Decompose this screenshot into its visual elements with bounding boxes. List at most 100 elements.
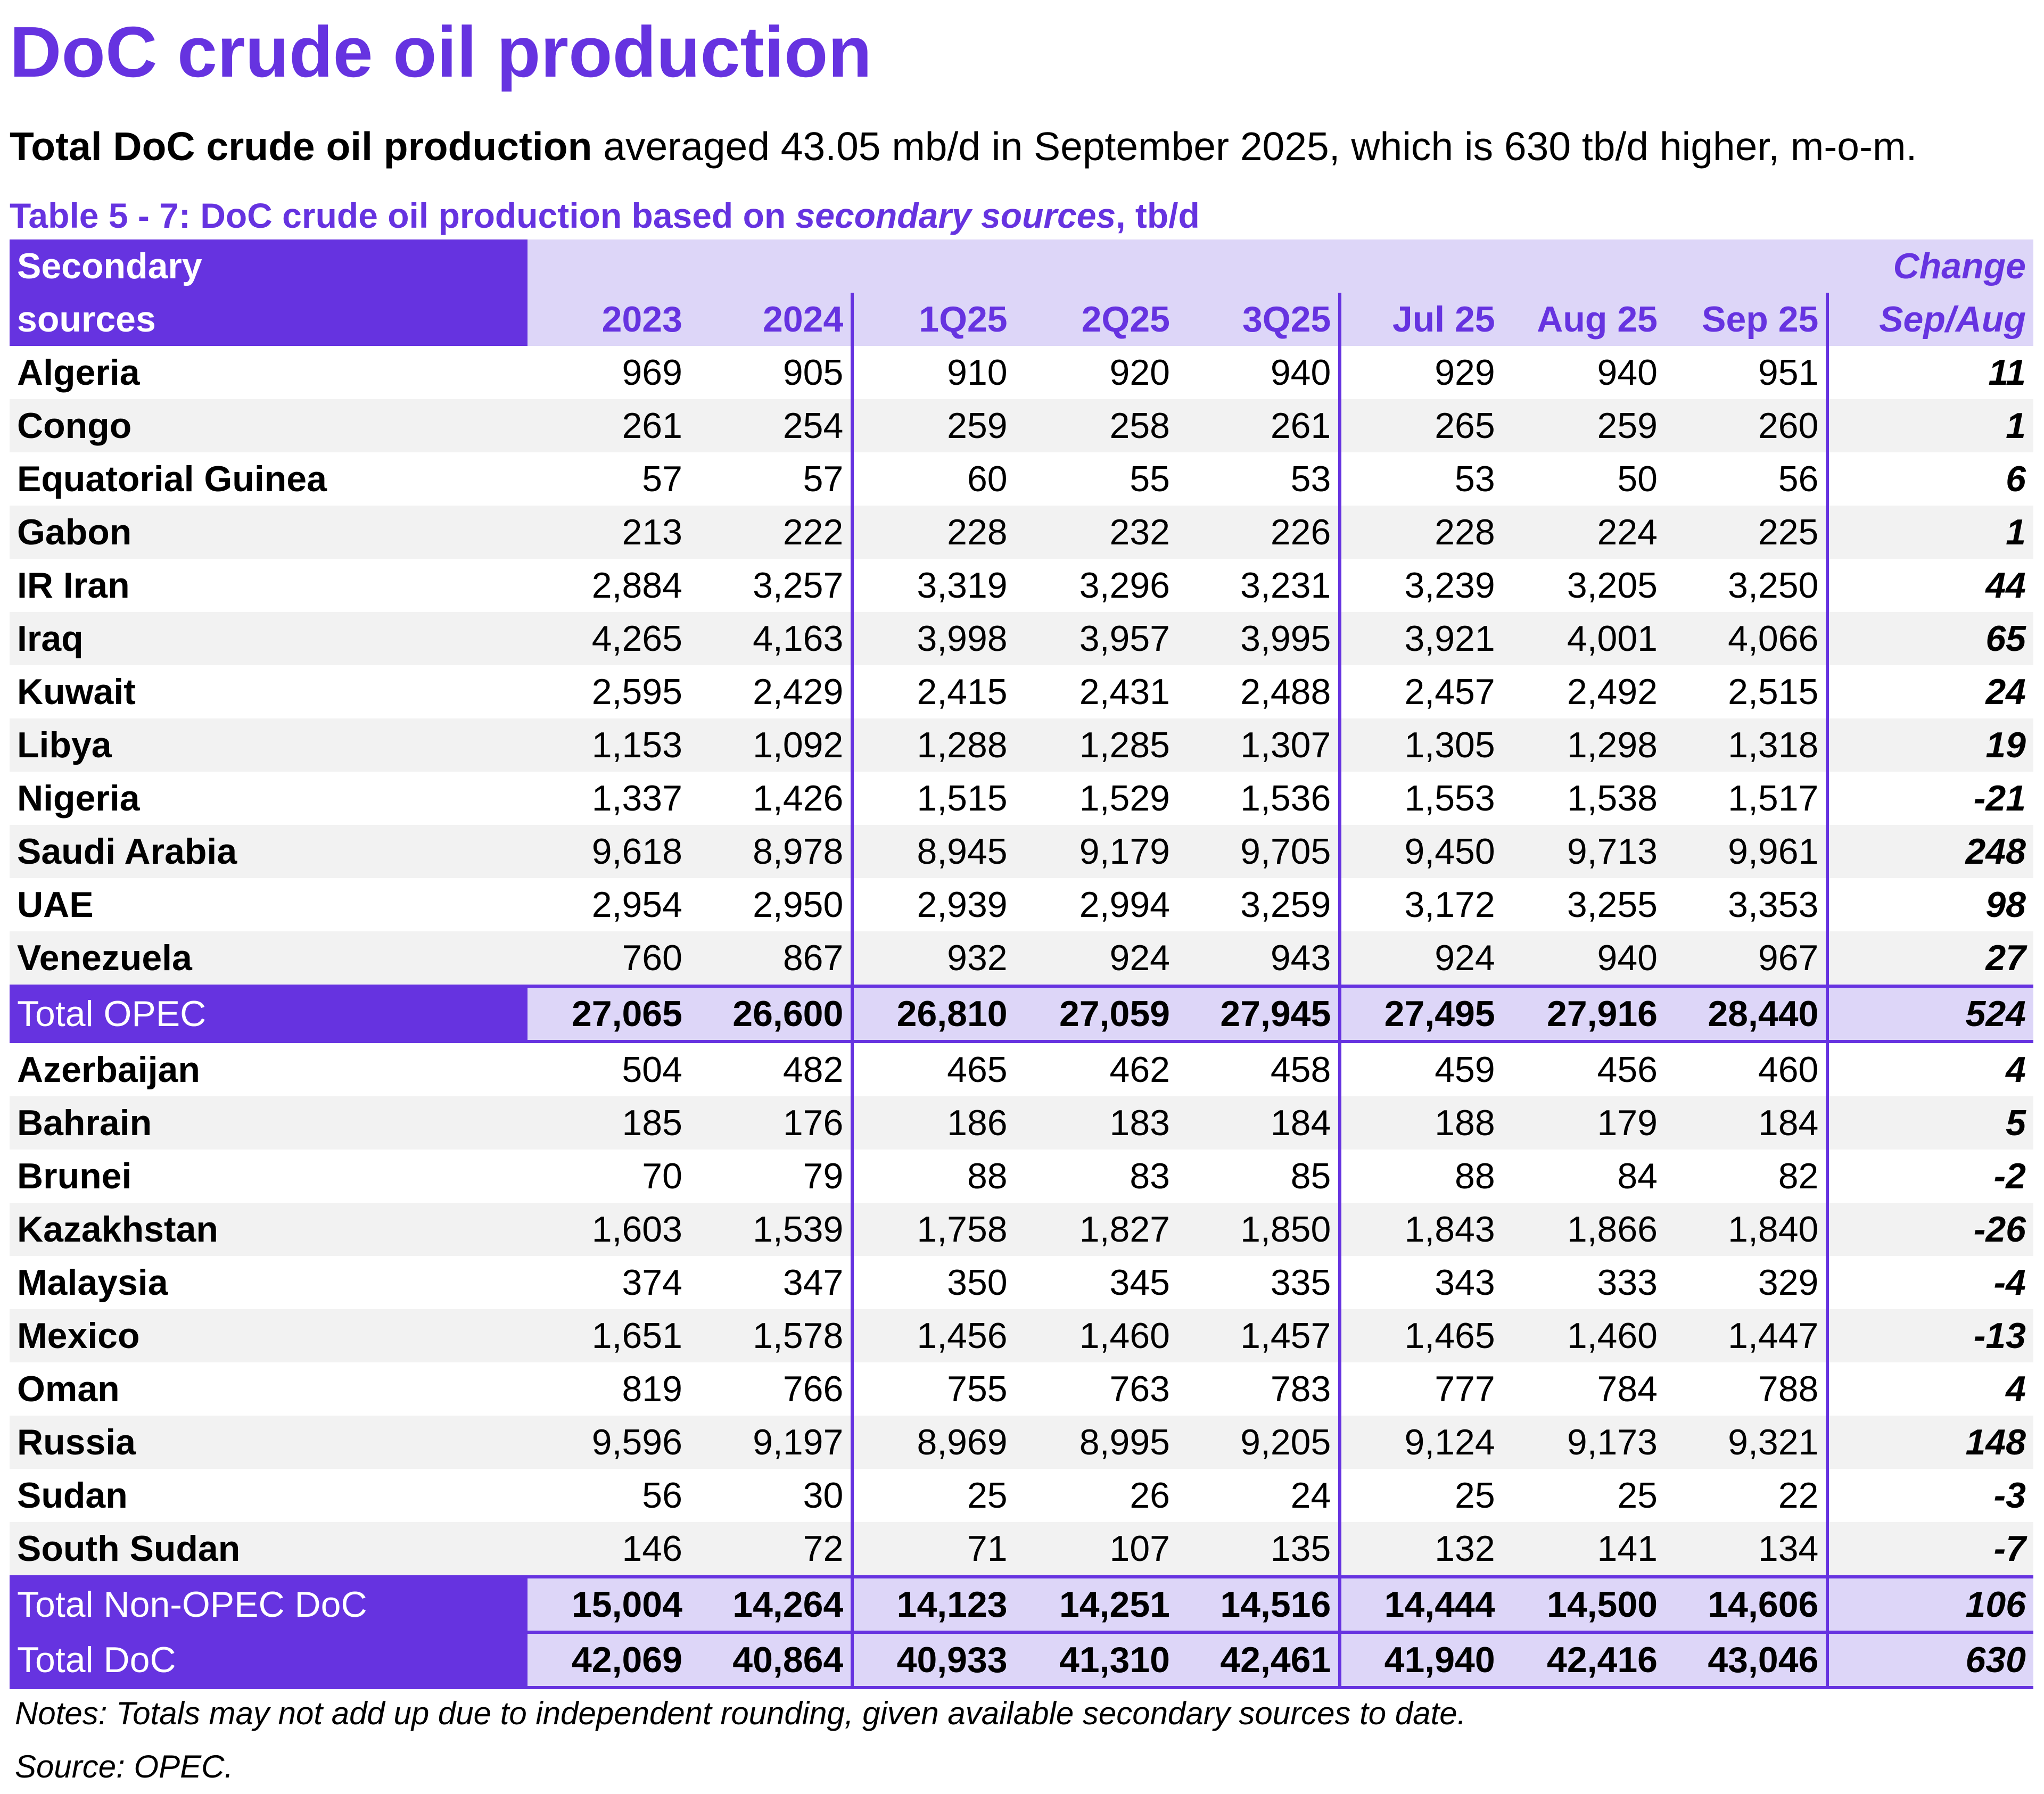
value-cell: 213 [527, 506, 690, 559]
value-cell: 1,515 [917, 778, 1008, 819]
country-name: Algeria [17, 352, 140, 393]
value-cell: 9,596 [527, 1416, 690, 1469]
change-cell: 524 [1827, 985, 2033, 1043]
value-cell: 967 [1665, 931, 1829, 986]
value-cell: 25 [1455, 1475, 1495, 1516]
country-name: IR Iran [17, 565, 130, 606]
value-cell: 9,124 [1340, 1416, 1503, 1469]
value-cell: 9,713 [1502, 825, 1665, 878]
table-row: Equatorial Guinea 57 57 60 55 53 53 50 56 6 [10, 452, 2033, 506]
value-cell: 777 [1435, 1369, 1495, 1409]
value-cell: 504 [622, 1049, 682, 1090]
country-name: Kuwait [17, 672, 136, 712]
value-cell: 70 [642, 1156, 682, 1196]
country-name: South Sudan [10, 1522, 528, 1577]
value-cell: 14,516 [1177, 1575, 1342, 1634]
value-cell: 9,450 [1340, 825, 1503, 878]
table-row: Algeria 969 905 910 920 940 929 940 951 11 [10, 346, 2033, 399]
change-cell: 248 [1827, 825, 2033, 878]
value-cell: 335 [1177, 1256, 1342, 1309]
country-name: Iraq [10, 612, 528, 665]
table-row: Congo 261 254 259 258 261 265 259 260 1 [10, 399, 2033, 452]
value-cell: 26,600 [689, 985, 854, 1043]
value-cell: 1,298 [1502, 718, 1665, 772]
change-cell: 19 [1827, 718, 2033, 772]
table-row: Saudi Arabia 9,618 8,978 8,945 9,179 9,705 9,4… [10, 825, 2033, 878]
value-cell: 258 [1015, 399, 1177, 452]
column-header: Sep 25 [1665, 293, 1829, 346]
value-cell: 3,296 [1079, 565, 1170, 606]
table-row: Venezuela 760 867 932 924 943 924 940 967 27 [10, 931, 2033, 986]
value-cell: 1,536 [1177, 772, 1342, 825]
value-cell: 1,827 [1015, 1203, 1177, 1256]
value-cell: 1,153 [527, 718, 690, 772]
table-caption: Table 5 - 7: DoC crude oil production ba… [10, 192, 1200, 239]
value-cell: 1,850 [1177, 1203, 1342, 1256]
value-cell: 14,444 [1340, 1575, 1503, 1634]
value-cell: 261 [527, 399, 690, 452]
value-cell: 3,205 [1567, 565, 1658, 606]
column-header: Aug 25 [1502, 293, 1665, 346]
value-cell: 222 [689, 506, 854, 559]
value-cell: 910 [947, 352, 1008, 393]
value-cell: 1,538 [1567, 778, 1658, 819]
country-name: Russia [10, 1416, 528, 1469]
value-cell: 57 [642, 459, 682, 499]
value-cell: 1,843 [1340, 1203, 1503, 1256]
header-label-line2: sources [10, 293, 528, 346]
value-cell: 1,840 [1665, 1203, 1829, 1256]
value-cell: 42,461 [1177, 1631, 1342, 1689]
value-cell: 465 [947, 1049, 1008, 1090]
table-source: Source: OPEC. [15, 1749, 234, 1784]
change-cell: 44 [1985, 565, 2026, 606]
table-row: IR Iran 2,884 3,257 3,319 3,296 3,231 3,239 3,2… [10, 559, 2033, 612]
table-row: Sudan 56 30 25 26 24 25 25 22 -3 [10, 1469, 2033, 1522]
value-cell: 482 [689, 1041, 854, 1096]
value-cell: 462 [1109, 1049, 1170, 1090]
value-cell: 3,353 [1665, 878, 1829, 931]
value-cell: 4,163 [689, 612, 854, 665]
value-cell: 2,457 [1404, 672, 1495, 712]
caption-prefix: Table 5 - 7: DoC crude oil production ba… [10, 196, 796, 235]
value-cell: 135 [1177, 1522, 1342, 1577]
change-cell: -21 [1973, 778, 2026, 819]
total-label: Total Non-OPEC DoC [10, 1575, 528, 1634]
value-cell: 186 [852, 1096, 1015, 1150]
value-cell: 25 [1617, 1475, 1658, 1516]
value-cell: 26,810 [852, 985, 1015, 1043]
value-cell: 9,961 [1665, 825, 1829, 878]
change-cell: -3 [1993, 1475, 2026, 1516]
change-cell: -13 [1827, 1309, 2033, 1362]
change-cell: 1 [1827, 399, 2033, 452]
change-cell: 6 [2006, 459, 2026, 499]
value-cell: 88 [1455, 1156, 1495, 1196]
value-cell: 85 [1177, 1150, 1342, 1203]
column-header: 1Q25 [852, 293, 1015, 346]
value-cell: 84 [1617, 1156, 1658, 1196]
page-title: DoC crude oil production [10, 12, 872, 92]
value-cell: 763 [1109, 1369, 1170, 1409]
country-name: Bahrain [10, 1096, 528, 1150]
value-cell: 9,173 [1502, 1416, 1665, 1469]
country-name: Venezuela [10, 931, 528, 986]
value-cell: 1,337 [591, 778, 682, 819]
value-cell: 53 [1455, 459, 1495, 499]
value-cell: 1,539 [689, 1203, 854, 1256]
total-row: Total OPEC 27,065 26,600 26,810 27,059 27,945… [10, 985, 2033, 1043]
value-cell: 374 [622, 1262, 682, 1303]
change-cell: -4 [1993, 1262, 2026, 1303]
value-cell: 940 [1502, 931, 1665, 986]
value-cell: 2,431 [1079, 672, 1170, 712]
header-label: Secondary [10, 239, 528, 293]
country-name: Brunei [17, 1156, 132, 1196]
total-row: Total Non-OPEC DoC 15,004 14,264 14,123 14,2… [10, 1575, 2033, 1634]
value-cell: 1,460 [1502, 1309, 1665, 1362]
value-cell: 456 [1597, 1049, 1658, 1090]
value-cell: 8,945 [852, 825, 1015, 878]
value-cell: 8,995 [1015, 1416, 1177, 1469]
change-cell: 148 [1827, 1416, 2033, 1469]
value-cell: 788 [1665, 1362, 1829, 1416]
country-name: Kazakhstan [10, 1203, 528, 1256]
country-name: Equatorial Guinea [17, 459, 327, 499]
value-cell: 1,457 [1177, 1309, 1342, 1362]
